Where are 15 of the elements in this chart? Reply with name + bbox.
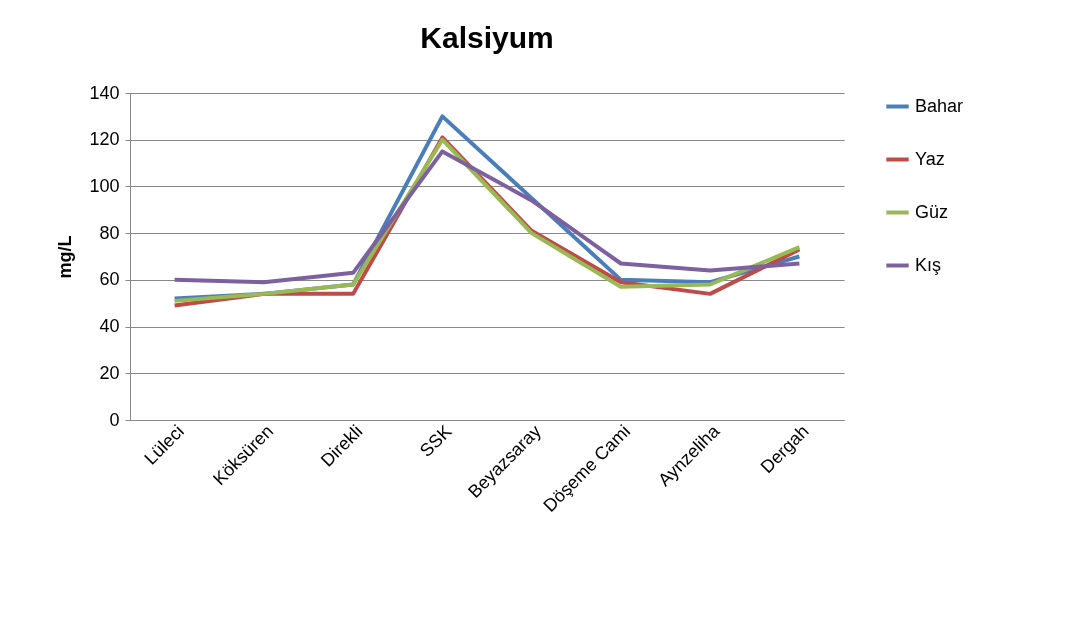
legend-label: Güz [915,201,949,222]
y-tick-label: 80 [99,222,120,243]
y-axis-title: mg/L [55,235,76,279]
y-tick-label: 140 [89,82,120,103]
chart-title: Kalsiyum [420,21,554,54]
legend-label: Yaz [915,148,945,169]
legend-label: Kış [915,254,942,275]
y-tick-label: 0 [109,409,120,430]
y-tick-label: 40 [99,316,120,337]
y-tick-label: 100 [89,175,120,196]
y-tick-label: 60 [99,269,120,290]
legend-label: Bahar [915,95,964,116]
y-tick-label: 20 [99,362,120,383]
y-tick-label: 120 [89,129,120,150]
line-series [172,149,802,285]
